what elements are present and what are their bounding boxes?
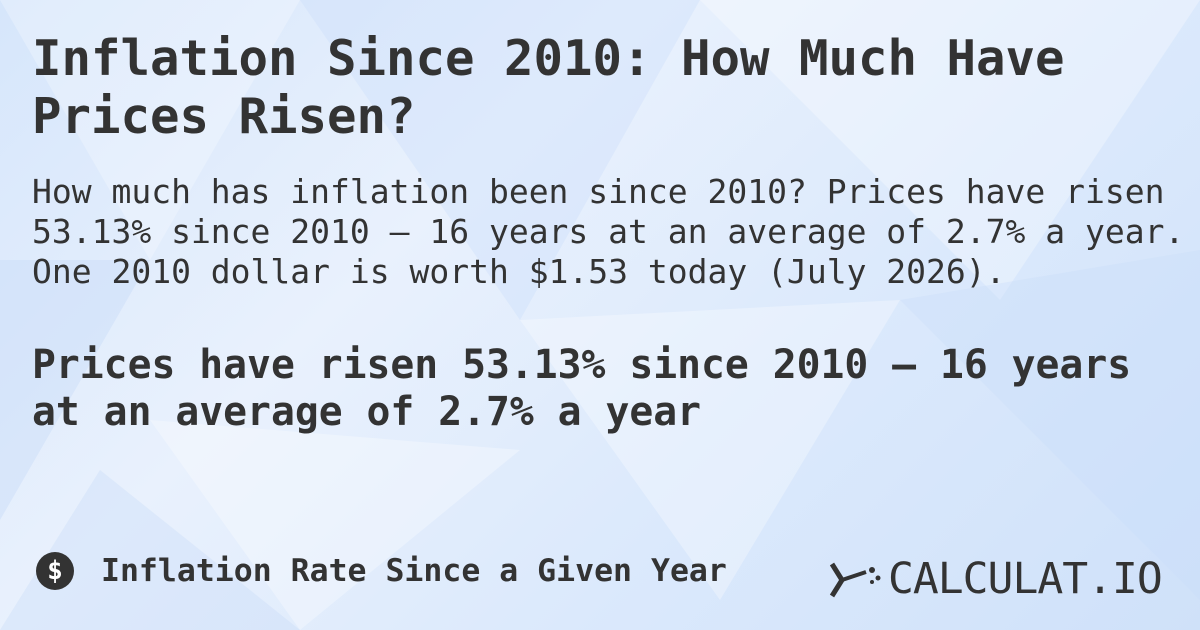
dollar-icon: $ <box>36 552 74 590</box>
footer-label: Inflation Rate Since a Given Year <box>101 553 727 589</box>
headline: Prices have risen 53.13% since 2010 — 16… <box>32 342 1132 435</box>
title: Inflation Since 2010: How Much Have Pric… <box>32 30 1065 145</box>
logo: CALCULAT.IO <box>888 554 1163 604</box>
description: How much has inflation been since 2010? … <box>32 172 1185 291</box>
logo-mark <box>829 562 881 598</box>
